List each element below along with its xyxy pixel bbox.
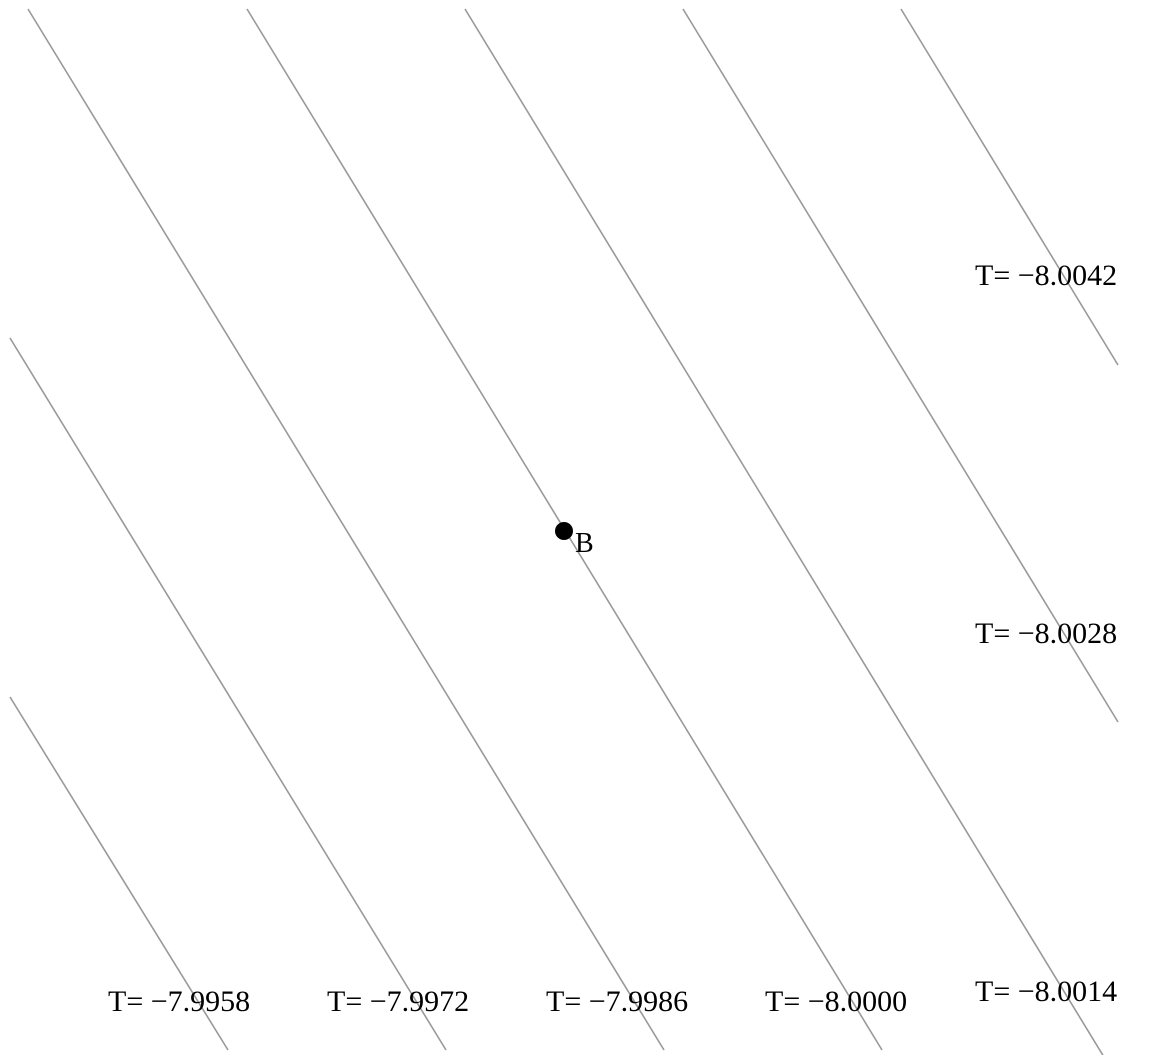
- contour-line: [9, 337, 447, 1051]
- contour-label: T= −8.0028: [975, 617, 1117, 650]
- contour-label: T= −7.9958: [108, 985, 250, 1018]
- contour-label: T= −8.0000: [765, 985, 907, 1018]
- contour-label: T= −8.0014: [975, 975, 1117, 1008]
- contour-line: [464, 8, 1104, 1055]
- contour-line: [27, 8, 665, 1051]
- contour-label: T= −7.9972: [327, 985, 469, 1018]
- point-label: B: [575, 528, 594, 559]
- contour-line: [9, 696, 229, 1051]
- point-b: [555, 522, 573, 540]
- contour-label: T= −7.9986: [546, 985, 688, 1018]
- contour-line: [900, 8, 1119, 366]
- contour-label: T= −8.0042: [975, 259, 1117, 292]
- contour-line: [682, 8, 1119, 723]
